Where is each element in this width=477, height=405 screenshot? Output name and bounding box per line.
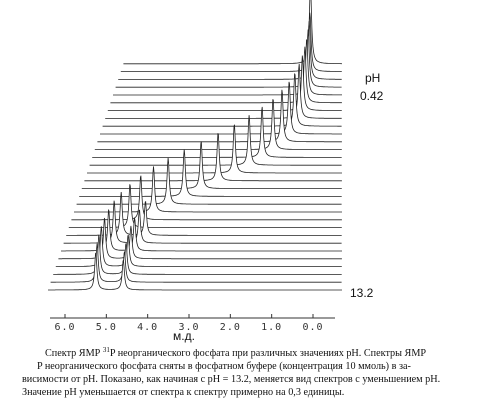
spectrum-line	[55, 226, 342, 267]
caption-text: P неорганического фосфата при различных …	[110, 348, 426, 359]
tick-label: 2.0	[220, 322, 241, 333]
tick-label: 5.0	[96, 322, 117, 333]
spectrum-line	[107, 55, 342, 111]
caption-line: висимости от pH. Показано, как начиная с…	[22, 374, 440, 385]
spectrum-line	[50, 243, 342, 283]
spectrum-line	[71, 175, 342, 221]
tick-label: 1.0	[261, 322, 282, 333]
tick-label: 6.0	[54, 322, 75, 333]
ph-label: pH	[365, 71, 380, 85]
spectrum-line	[89, 115, 342, 166]
caption-text: Спектр ЯМР	[45, 348, 103, 359]
spectrum-line	[61, 208, 342, 252]
spectrum-line	[97, 89, 342, 143]
spectra	[48, 0, 343, 293]
spectrum-line	[87, 124, 342, 174]
caption-line: Спектр ЯМР 31P неорганического фосфата п…	[45, 346, 426, 359]
x-ticks: 6.0 5.0 4.0 3.0 2.0 1.0 0.0	[54, 314, 323, 333]
spectrum	[66, 192, 342, 239]
spectrum	[97, 89, 343, 145]
spectrum-line	[48, 252, 342, 291]
caption-line: P неорганического фосфата сняты в фосфат…	[37, 361, 412, 372]
spectrum-line	[102, 73, 342, 127]
spectrum-line	[100, 81, 342, 135]
bottom-ph: 13.2	[350, 286, 374, 300]
tick-label: 4.0	[137, 322, 158, 333]
tick-label: 0.0	[302, 322, 323, 333]
spectrum-line	[74, 166, 342, 213]
spectrum-line	[81, 141, 342, 189]
spectrum-line	[105, 63, 342, 119]
caption-line: Значение pH уменьшается от спектра к спе…	[22, 387, 344, 398]
superscript: 31	[103, 346, 111, 354]
spectrum-line	[53, 234, 342, 275]
spectrum-line	[58, 217, 342, 260]
spectrum-line	[79, 149, 342, 197]
top-ph: 0.42	[360, 89, 384, 103]
spectrum	[48, 253, 342, 293]
spectrum	[102, 73, 342, 130]
tick-label: 3.0	[178, 322, 199, 333]
spectrum-line	[84, 133, 342, 182]
x-axis-label: м.д.	[173, 329, 195, 343]
